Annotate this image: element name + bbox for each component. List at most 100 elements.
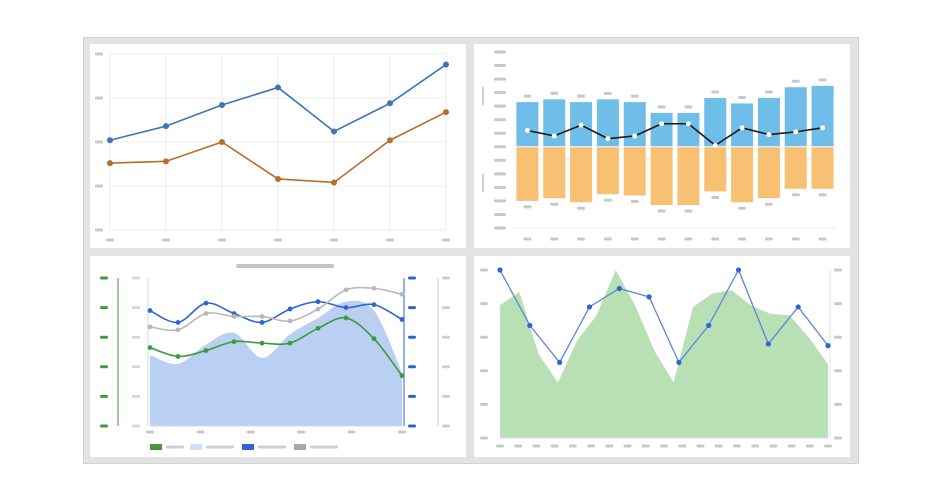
y-tick-label [494, 131, 506, 135]
bar-positive [623, 102, 646, 147]
legend-label [310, 445, 338, 449]
bar-positive [757, 98, 780, 147]
series-line-point [793, 129, 799, 135]
series-blue-line [149, 300, 403, 324]
bar-data-label [738, 95, 747, 99]
y-tick-label [95, 140, 103, 144]
bar-positive [677, 112, 700, 147]
series-blue-point [287, 306, 293, 312]
y-tick-label-green [100, 394, 108, 398]
panel-bar-chart [474, 44, 850, 248]
y-tick-label-green [100, 365, 108, 369]
series-orange-point [219, 139, 225, 145]
y-tick-label-blue [408, 335, 416, 339]
series-green-point [147, 345, 153, 350]
y-tick-label-green [100, 276, 108, 280]
x-tick-label [711, 237, 720, 241]
series-line [527, 122, 823, 147]
bar-data-label [630, 94, 639, 98]
y-tick-label-right [834, 369, 842, 373]
y-tick-label [494, 91, 506, 95]
y-tick-label-lightblue [132, 365, 140, 369]
bar-negative [650, 146, 673, 205]
bar-negative [704, 146, 727, 192]
x-tick-label [550, 237, 559, 241]
series-blue-point [203, 300, 209, 306]
series-blue-point [219, 102, 225, 109]
panel-area-multi-axis-chart [90, 256, 466, 457]
y-tick-label [494, 158, 506, 162]
bar-data-label [657, 209, 666, 213]
x-tick-label [751, 444, 760, 448]
series-green-point [259, 340, 265, 346]
x-tick-label [587, 444, 596, 448]
x-tick-label [660, 444, 668, 448]
panel-area-line-chart [474, 256, 850, 457]
y-tick-label-blue [408, 276, 416, 280]
y-tick-label-left [480, 335, 488, 339]
y-tick-label-lightblue [132, 276, 140, 280]
bar-negative [757, 146, 780, 199]
legend-label [206, 445, 234, 449]
series-gray-point [343, 287, 349, 293]
series-line-point [524, 128, 530, 134]
bar-positive [704, 98, 727, 147]
series-orange-point [387, 137, 393, 144]
series-line-point [685, 121, 691, 127]
bar-data-label [577, 94, 586, 98]
y-tick-label [494, 172, 506, 176]
bar-data-label [550, 202, 559, 206]
series-green-point [287, 340, 293, 346]
y-tick-label [494, 185, 506, 189]
y-tick-label [494, 104, 506, 108]
bar-negative [623, 146, 646, 196]
bar-negative [596, 146, 619, 195]
y-tick-label-gray [442, 276, 450, 280]
series-orange-point [275, 175, 281, 182]
legend-swatch [190, 444, 202, 450]
line-blue-point [646, 294, 652, 300]
series-gray-point [259, 314, 265, 319]
bar-data-label [684, 105, 693, 109]
series-green-line [149, 316, 403, 377]
bar-data-label [523, 205, 532, 209]
y-tick-label-left [480, 436, 488, 440]
x-tick-label [805, 444, 814, 448]
series-gray-point [315, 306, 321, 312]
y-tick-label-gray [442, 306, 450, 310]
y-tick-label [494, 145, 506, 149]
series-blue-point [107, 137, 113, 144]
bar-negative [570, 146, 593, 203]
line-blue-point [706, 322, 712, 329]
y-axis-title [482, 174, 484, 192]
y-tick-label-green [100, 306, 108, 310]
y-axis-title [482, 87, 484, 105]
bar-data-label [791, 193, 800, 197]
series-gray-point [147, 324, 153, 330]
y-tick-label-gray [442, 365, 450, 369]
y-tick-label-blue [408, 306, 416, 310]
y-tick-label-blue [408, 394, 416, 398]
x-tick-label [732, 444, 741, 448]
x-tick-label [496, 444, 504, 448]
series-blue-point [443, 61, 449, 68]
bar-negative [677, 146, 700, 205]
series-blue-point [387, 100, 393, 107]
line-blue-point [765, 341, 771, 347]
series-line-point [578, 122, 584, 128]
series-green-point [203, 348, 209, 353]
y-tick-label-right [834, 335, 842, 339]
x-tick-label [764, 237, 773, 241]
series-green-point [343, 315, 349, 321]
series-gray-point [399, 291, 405, 297]
bar-data-label [577, 206, 586, 210]
series-blue-point [371, 302, 377, 308]
bar-data-label [818, 193, 827, 197]
x-tick-label [623, 444, 632, 448]
series-blue-point [331, 128, 337, 135]
x-tick-label [657, 237, 666, 241]
y-tick-label [95, 228, 103, 232]
bar-data-label [523, 94, 532, 98]
series-gray-line [149, 286, 403, 332]
bar-negative [784, 146, 807, 189]
